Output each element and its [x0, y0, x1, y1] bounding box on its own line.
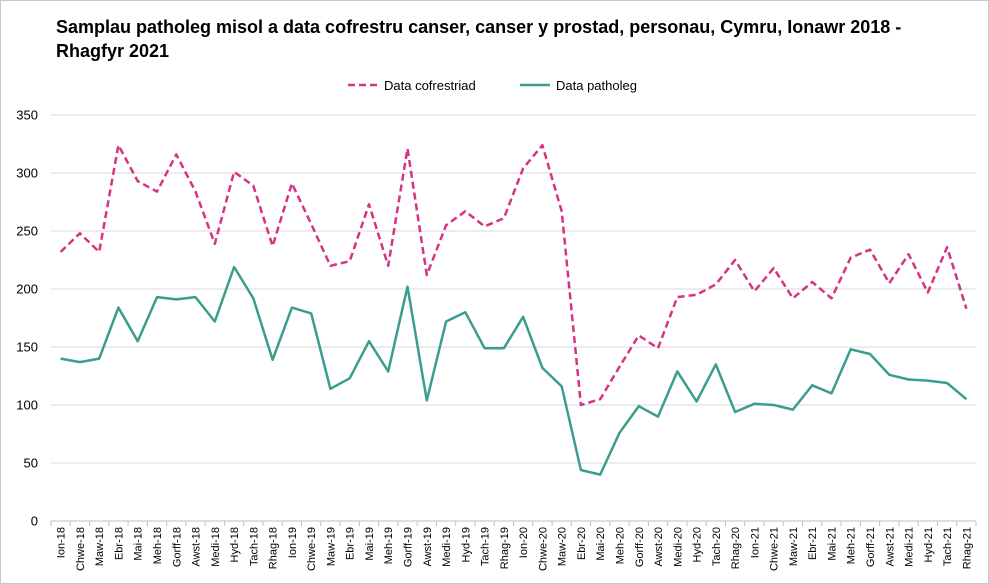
x-tick-label: Mai-19 [364, 527, 376, 561]
x-tick-label: Tach-20 [711, 527, 723, 566]
x-tick-label: Rhag-18 [268, 527, 280, 569]
x-tick-label: Tach-21 [942, 527, 954, 566]
x-tick-label: Medi-21 [904, 527, 916, 567]
x-tick-label: Meh-21 [846, 527, 858, 564]
x-tick-label: Maw-21 [788, 527, 800, 566]
x-tick-label: Hyd-20 [692, 527, 704, 562]
x-tick-label: Medi-20 [672, 527, 684, 567]
x-tick-label: Awst-20 [653, 527, 665, 567]
y-axis: 0 50 100 150 200 250 300 350 [16, 108, 38, 529]
x-tick-label: Gorff-19 [403, 527, 415, 567]
chart-title: Samplau patholeg misol a data cofrestru … [56, 17, 902, 61]
y-tick-label: 100 [16, 398, 38, 413]
x-tick-label: Rhag-20 [730, 527, 742, 569]
x-tick-label: Tach-18 [248, 527, 260, 566]
x-tick-label: Ion-19 [287, 527, 299, 558]
x-tick-label: Mai-21 [826, 527, 838, 561]
y-tick-label: 200 [16, 282, 38, 297]
x-tick-label: Rhag-21 [961, 527, 973, 569]
x-tick-label: Chwe-18 [75, 527, 87, 571]
x-tick-label: Rhag-19 [499, 527, 511, 569]
legend: Data cofrestriad Data patholeg [348, 78, 637, 93]
x-tick-label: Chwe-19 [306, 527, 318, 571]
x-tick-label: Ion-21 [749, 527, 761, 558]
x-tick-label: Gorff-21 [865, 527, 877, 567]
series [59, 143, 968, 476]
x-tick-label: Mai-18 [133, 527, 145, 561]
x-tick-label: Hyd-19 [460, 527, 472, 562]
x-tick-label: Medi-18 [210, 527, 222, 567]
x-tick-label: Meh-19 [383, 527, 395, 564]
y-tick-label: 250 [16, 224, 38, 239]
x-tick-label: Awst-19 [422, 527, 434, 567]
x-tick-label: Mai-20 [595, 527, 607, 561]
y-tick-label: 350 [16, 108, 38, 123]
x-tick-label: Ebr-20 [576, 527, 588, 560]
series-line [59, 143, 968, 407]
x-axis: Ion-18 Chwe-18 Maw-18 Ebr-18 Mai-18 Meh-18 Gor… [50, 520, 977, 571]
x-tick-label: Chwe-20 [537, 527, 549, 571]
x-tick-label: Maw-18 [94, 527, 106, 566]
x-tick-label: Meh-18 [152, 527, 164, 564]
x-tick-label: Hyd-18 [229, 527, 241, 562]
x-tick-label: Awst-21 [884, 527, 896, 567]
legend-label: Data patholeg [556, 78, 637, 93]
x-tick-label: Gorff-20 [634, 527, 646, 567]
legend-label: Data cofrestriad [384, 78, 476, 93]
y-tick-label: 300 [16, 166, 38, 181]
y-tick-label: 0 [31, 514, 38, 529]
x-tick-label: Maw-20 [557, 527, 569, 566]
x-tick-label: Gorff-18 [171, 527, 183, 567]
x-tick-label: Ebr-19 [345, 527, 357, 560]
x-tick-label: Chwe-21 [769, 527, 781, 571]
x-tick-label: Medi-19 [441, 527, 453, 567]
y-tick-label: 150 [16, 340, 38, 355]
x-tick-label: Ebr-21 [807, 527, 819, 560]
x-tick-label: Ion-20 [518, 527, 530, 558]
x-tick-label: Meh-20 [614, 527, 626, 564]
x-tick-label: Maw-19 [325, 527, 337, 566]
x-tick-label: Ion-18 [56, 527, 68, 558]
gridlines [51, 114, 976, 464]
y-tick-label: 50 [24, 456, 38, 471]
x-tick-label: Hyd-21 [923, 527, 935, 562]
x-tick-label: Tach-19 [480, 527, 492, 566]
series-line [60, 265, 968, 476]
x-tick-label: Ebr-18 [113, 527, 125, 560]
x-tick-label: Awst-18 [191, 527, 203, 567]
